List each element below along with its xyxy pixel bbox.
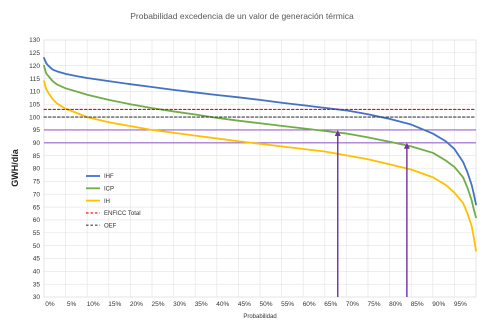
- x-tick-label: 5%: [67, 301, 77, 308]
- legend-label: OEF: [104, 223, 117, 229]
- x-tick-label: 50%: [259, 301, 272, 308]
- y-tick-label: 100: [29, 114, 40, 121]
- x-tick-label: 70%: [346, 301, 359, 308]
- x-tick-label: 85%: [411, 301, 424, 308]
- x-tick-label: 15%: [108, 301, 121, 308]
- y-tick-label: 70: [33, 191, 41, 198]
- y-axis-title: GWH/día: [10, 148, 20, 186]
- x-axis-ticks: 0% 5% 10% 15% 20% 25% 30% 35% 40% 45% 50% 55% 60% 65%…: [45, 301, 467, 308]
- y-tick-label: 75: [33, 179, 41, 186]
- x-tick-label: 25%: [151, 301, 164, 308]
- x-tick-label: 60%: [303, 301, 316, 308]
- reference-lines: [44, 129, 476, 144]
- y-tick-label: 130: [29, 37, 40, 44]
- arrow-head: [403, 142, 410, 149]
- gridlines: [43, 39, 476, 298]
- x-tick-label: 65%: [324, 301, 337, 308]
- y-tick-label: 125: [29, 50, 40, 57]
- y-tick-label: 35: [33, 281, 41, 288]
- y-tick-label: 95: [33, 127, 41, 134]
- y-tick-label: 40: [33, 269, 41, 276]
- series-lines: [43, 57, 477, 252]
- y-tick-label: 110: [30, 89, 41, 96]
- y-tick-label: 105: [29, 101, 40, 108]
- chart-title: Probabilidad excedencia de un valor de g…: [130, 11, 354, 21]
- legend-label: ICP: [104, 187, 114, 193]
- x-axis-title: Probabilidad: [243, 314, 276, 320]
- x-tick-label: 95%: [454, 301, 467, 308]
- probability-arrows: [334, 129, 410, 297]
- y-tick-label: 85: [33, 153, 41, 160]
- series-line-icp: [43, 64, 477, 219]
- x-tick-label: 90%: [432, 301, 445, 308]
- legend-label: ENFICC Total: [104, 211, 141, 217]
- legend: IHF ICP IH ENFICC Total OEF: [86, 174, 141, 229]
- y-axis-ticks: 30 35 40 45 50 55 60 65 70 75 80 85 90 95 100 105 110 115…: [29, 37, 40, 301]
- y-tick-label: 60: [33, 217, 41, 224]
- y-tick-label: 80: [33, 166, 41, 173]
- series-line-ihf: [43, 57, 477, 206]
- y-tick-label: 30: [33, 294, 41, 301]
- y-tick-label: 50: [33, 243, 41, 250]
- y-tick-label: 55: [33, 230, 41, 237]
- x-tick-label: 45%: [238, 301, 251, 308]
- legend-label: IHF: [104, 174, 114, 180]
- x-tick-label: 0%: [45, 301, 55, 308]
- x-tick-label: 20%: [130, 301, 143, 308]
- x-tick-label: 30%: [173, 301, 186, 308]
- y-tick-label: 65: [33, 204, 41, 211]
- x-tick-label: 75%: [367, 301, 380, 308]
- y-tick-label: 115: [30, 76, 41, 83]
- x-tick-label: 55%: [281, 301, 294, 308]
- legend-label: IH: [104, 199, 110, 205]
- y-tick-label: 90: [33, 140, 41, 147]
- x-tick-label: 10%: [87, 301, 100, 308]
- x-tick-label: 40%: [216, 301, 229, 308]
- y-tick-label: 120: [29, 63, 40, 70]
- arrow-head: [334, 129, 341, 136]
- x-tick-label: 35%: [195, 301, 208, 308]
- y-tick-label: 45: [33, 256, 41, 263]
- x-tick-label: 80%: [389, 301, 402, 308]
- series-line-ih: [43, 80, 477, 252]
